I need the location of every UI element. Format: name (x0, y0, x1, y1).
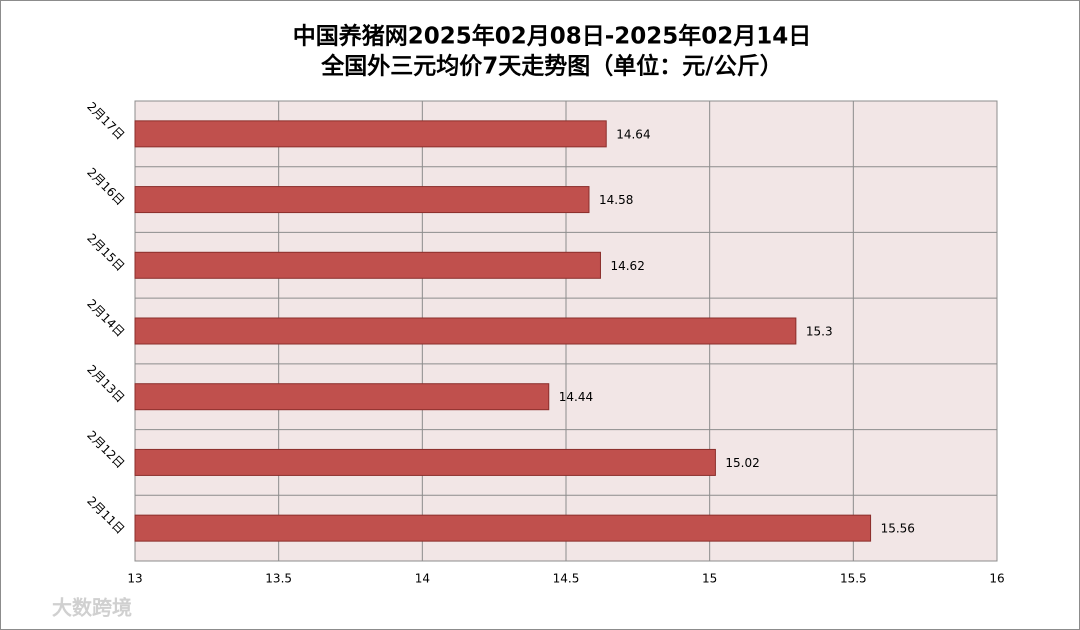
bar (134, 317, 797, 345)
value-label: 15.56 (881, 522, 915, 536)
value-label: 14.64 (616, 127, 650, 141)
value-label: 14.58 (599, 193, 633, 207)
bar (134, 514, 872, 542)
x-tick-label: 14.5 (553, 572, 580, 586)
x-tick-label: 14 (415, 572, 430, 586)
watermark: 大数跨境 (52, 596, 132, 620)
value-label: 14.62 (610, 259, 644, 273)
x-tick-label: 13.5 (265, 572, 292, 586)
bar (134, 448, 716, 476)
value-label: 15.02 (725, 456, 759, 470)
bar (134, 120, 607, 148)
x-tick-label: 16 (989, 572, 1004, 586)
chart-title: 中国养猪网2025年02月08日-2025年02月14日 (293, 23, 812, 50)
chart-subtitle: 全国外三元均价7天走势图（单位：元/公斤） (320, 53, 782, 80)
value-label: 14.44 (559, 390, 593, 404)
x-tick-label: 15.5 (840, 572, 867, 586)
bar (134, 186, 590, 214)
bar (134, 251, 601, 279)
bar (134, 383, 550, 411)
x-tick-label: 15 (702, 572, 717, 586)
x-tick-label: 13 (127, 572, 142, 586)
value-label: 15.3 (806, 325, 833, 339)
